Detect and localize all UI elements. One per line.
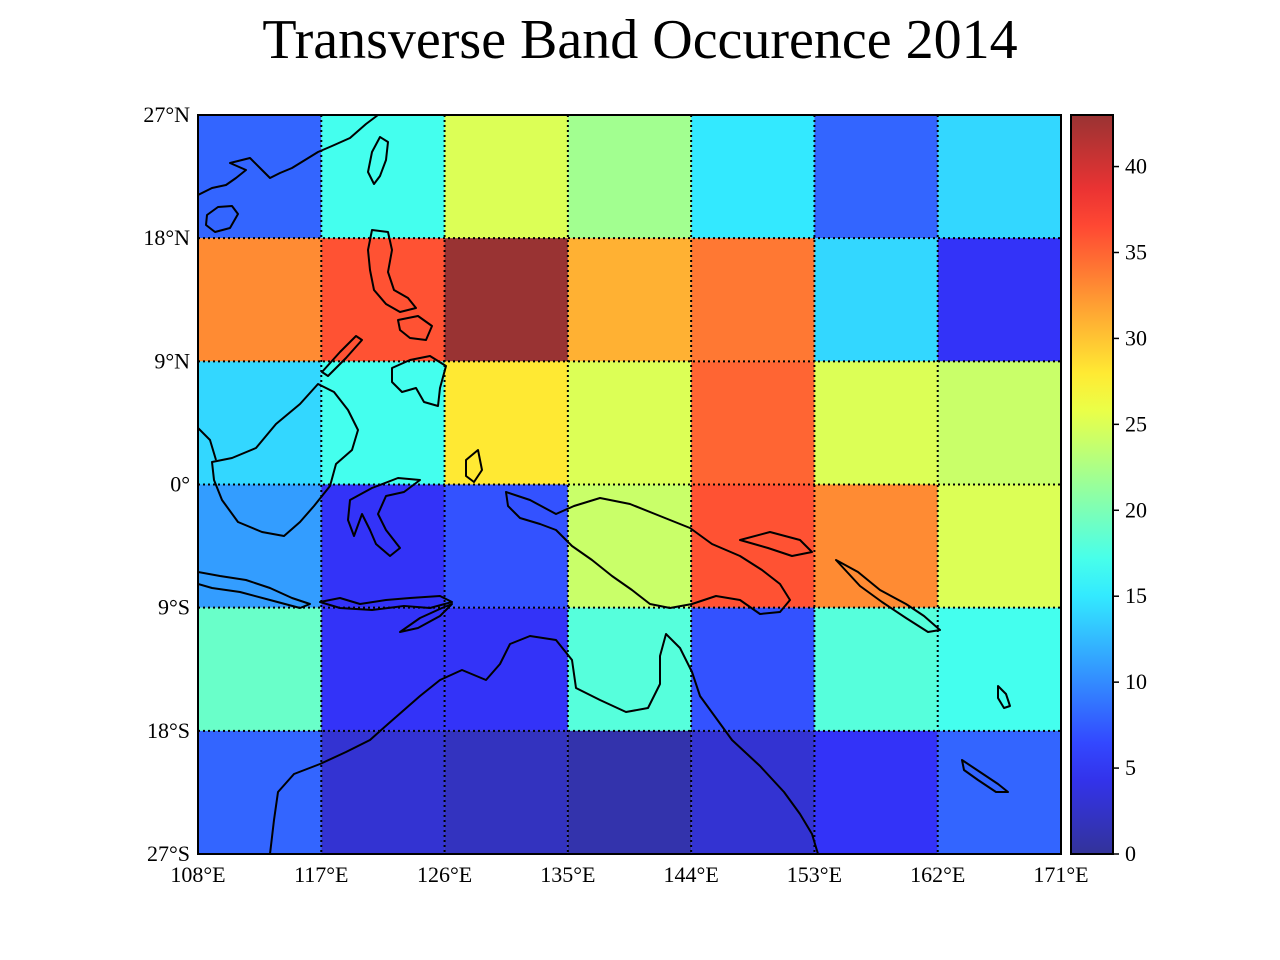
heatmap-cell (198, 115, 322, 239)
heatmap-cell (691, 484, 815, 608)
heatmap-cell (444, 730, 568, 854)
coastline-visayas (397, 315, 433, 341)
colorbar-tick-label: 35 (1125, 239, 1147, 264)
coastline-taiwan (367, 136, 389, 185)
heatmap-cell (937, 115, 1061, 239)
colorbar-tick-label: 15 (1125, 583, 1147, 608)
coastline-new-caledonia (961, 759, 1009, 793)
colorbar: 0 5 10 15 20 25 30 35 40 (1070, 114, 1147, 866)
x-tick-label: 162°E (910, 862, 965, 887)
y-tick-label: 18°S (147, 718, 190, 743)
y-tick-label: 27°S (147, 841, 190, 866)
heatmap-cell (937, 484, 1061, 608)
heatmap-cell (198, 361, 322, 485)
heatmap-cell (321, 361, 445, 485)
heatmap-cell (691, 115, 815, 239)
heatmap-cell (321, 607, 445, 731)
heatmap-cell (691, 730, 815, 854)
heatmap-cell (567, 238, 692, 362)
x-tick-label: 108°E (170, 862, 225, 887)
heatmap-cell (814, 361, 938, 485)
heatmap-cell (198, 607, 322, 731)
x-tick-label: 135°E (540, 862, 595, 887)
heatmap-cell (198, 484, 322, 608)
heatmap-cell (937, 361, 1061, 485)
heatmap-cell (814, 238, 938, 362)
chart-title: Transverse Band Occurence 2014 (262, 9, 1018, 71)
x-tick-label: 117°E (294, 862, 348, 887)
y-tick-label: 27°N (143, 102, 190, 127)
coastline-palawan (321, 335, 363, 377)
colorbar-tick-label: 10 (1125, 669, 1147, 694)
colorbar-tick-label: 40 (1125, 154, 1147, 179)
heatmap-cell (444, 361, 568, 485)
coastline-vanuatu (997, 685, 1011, 709)
heatmap-cell (198, 238, 322, 362)
heatmap-cell (321, 730, 445, 854)
heatmap-cell (814, 484, 938, 608)
x-axis: 108°E 117°E 126°E 135°E 144°E 153°E 162°E 171°E (170, 862, 1088, 887)
heatmap-cell (937, 238, 1061, 362)
coastline-mindanao (391, 355, 447, 407)
heatmap-cells (198, 115, 1061, 854)
colorbar-tick-label: 5 (1125, 755, 1136, 780)
coastline-australia (269, 633, 819, 854)
heatmap-cell (567, 361, 692, 485)
heatmap-cell (814, 607, 938, 731)
coastline-hainan (205, 205, 239, 233)
coastline-sumatra (198, 427, 217, 461)
coastline-java (198, 571, 311, 609)
coastlines (198, 115, 1011, 854)
heatmap-cell (937, 607, 1061, 731)
heatmap-cell (814, 115, 938, 239)
heatmap-cell (691, 238, 815, 362)
y-tick-label: 18°N (143, 225, 190, 250)
y-tick-label: 9°S (158, 595, 190, 620)
coastline-new-britain (739, 531, 813, 557)
heatmap-cell (198, 730, 322, 854)
x-tick-label: 144°E (664, 862, 719, 887)
heatmap-cell (444, 238, 568, 362)
heatmap-cell (444, 607, 568, 731)
colorbar-tick-label: 25 (1125, 411, 1147, 436)
y-tick-label: 9°N (154, 348, 190, 373)
heatmap-cell (567, 607, 692, 731)
coastline-new-guinea (505, 491, 791, 615)
gridlines (198, 115, 1061, 854)
coastline-lesser-sunda (319, 595, 453, 611)
colorbar-frame (1070, 114, 1114, 855)
heatmap-cell (567, 115, 692, 239)
coastline-luzon (367, 229, 417, 313)
colorbar-tick-label: 0 (1125, 841, 1136, 866)
coastline-timor (399, 603, 453, 633)
heatmap-cell (567, 730, 692, 854)
coastline-borneo (211, 383, 359, 537)
coastline-sulawesi (347, 477, 421, 557)
heatmap-cell (444, 484, 568, 608)
colorbar-tick-label: 30 (1125, 325, 1147, 350)
coastline-solomons (835, 559, 941, 633)
heatmap-cell (321, 115, 445, 239)
x-tick-label: 171°E (1033, 862, 1088, 887)
heatmap-cell (444, 115, 568, 239)
coastline-halmahera (465, 449, 483, 483)
coastline-south-china (198, 115, 379, 196)
y-tick-label: 0° (170, 472, 190, 497)
x-tick-label: 153°E (787, 862, 842, 887)
heatmap-cell (814, 730, 938, 854)
map-frame (197, 114, 1062, 855)
colorbar-gradient (1071, 115, 1113, 854)
y-axis: 27°N 18°N 9°N 0° 9°S 18°S 27°S (143, 102, 190, 866)
heatmap-cell (691, 361, 815, 485)
colorbar-tick-label: 20 (1125, 497, 1147, 522)
heatmap-cell (691, 607, 815, 731)
x-tick-label: 126°E (417, 862, 472, 887)
